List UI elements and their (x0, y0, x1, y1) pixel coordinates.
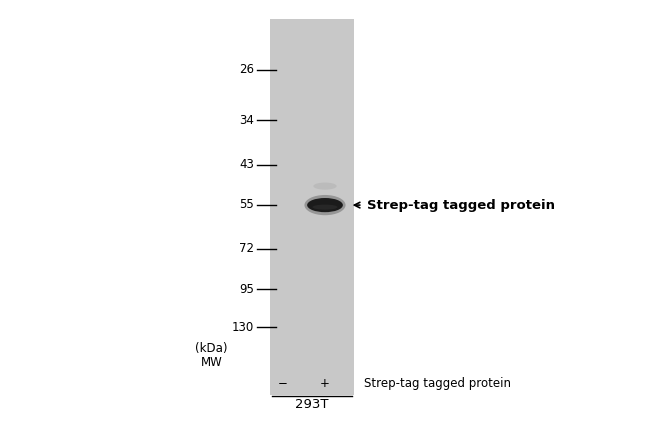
Text: −: − (278, 377, 288, 390)
Text: Strep-tag tagged protein: Strep-tag tagged protein (367, 199, 555, 211)
Text: 55: 55 (239, 198, 254, 211)
Text: +: + (320, 377, 330, 390)
Ellipse shape (313, 205, 337, 210)
Text: MW: MW (200, 357, 222, 369)
Text: 72: 72 (239, 243, 254, 255)
Bar (270, 19, 354, 395)
Ellipse shape (307, 198, 343, 212)
Text: 26: 26 (239, 63, 254, 76)
Text: 34: 34 (239, 114, 254, 127)
Text: 95: 95 (239, 283, 254, 295)
Text: Strep-tag tagged protein: Strep-tag tagged protein (364, 377, 511, 390)
Text: 130: 130 (231, 321, 254, 333)
Text: 43: 43 (239, 158, 254, 171)
Ellipse shape (313, 183, 337, 189)
Text: (kDa): (kDa) (195, 342, 228, 354)
Text: 293T: 293T (294, 398, 328, 411)
Ellipse shape (304, 195, 346, 215)
